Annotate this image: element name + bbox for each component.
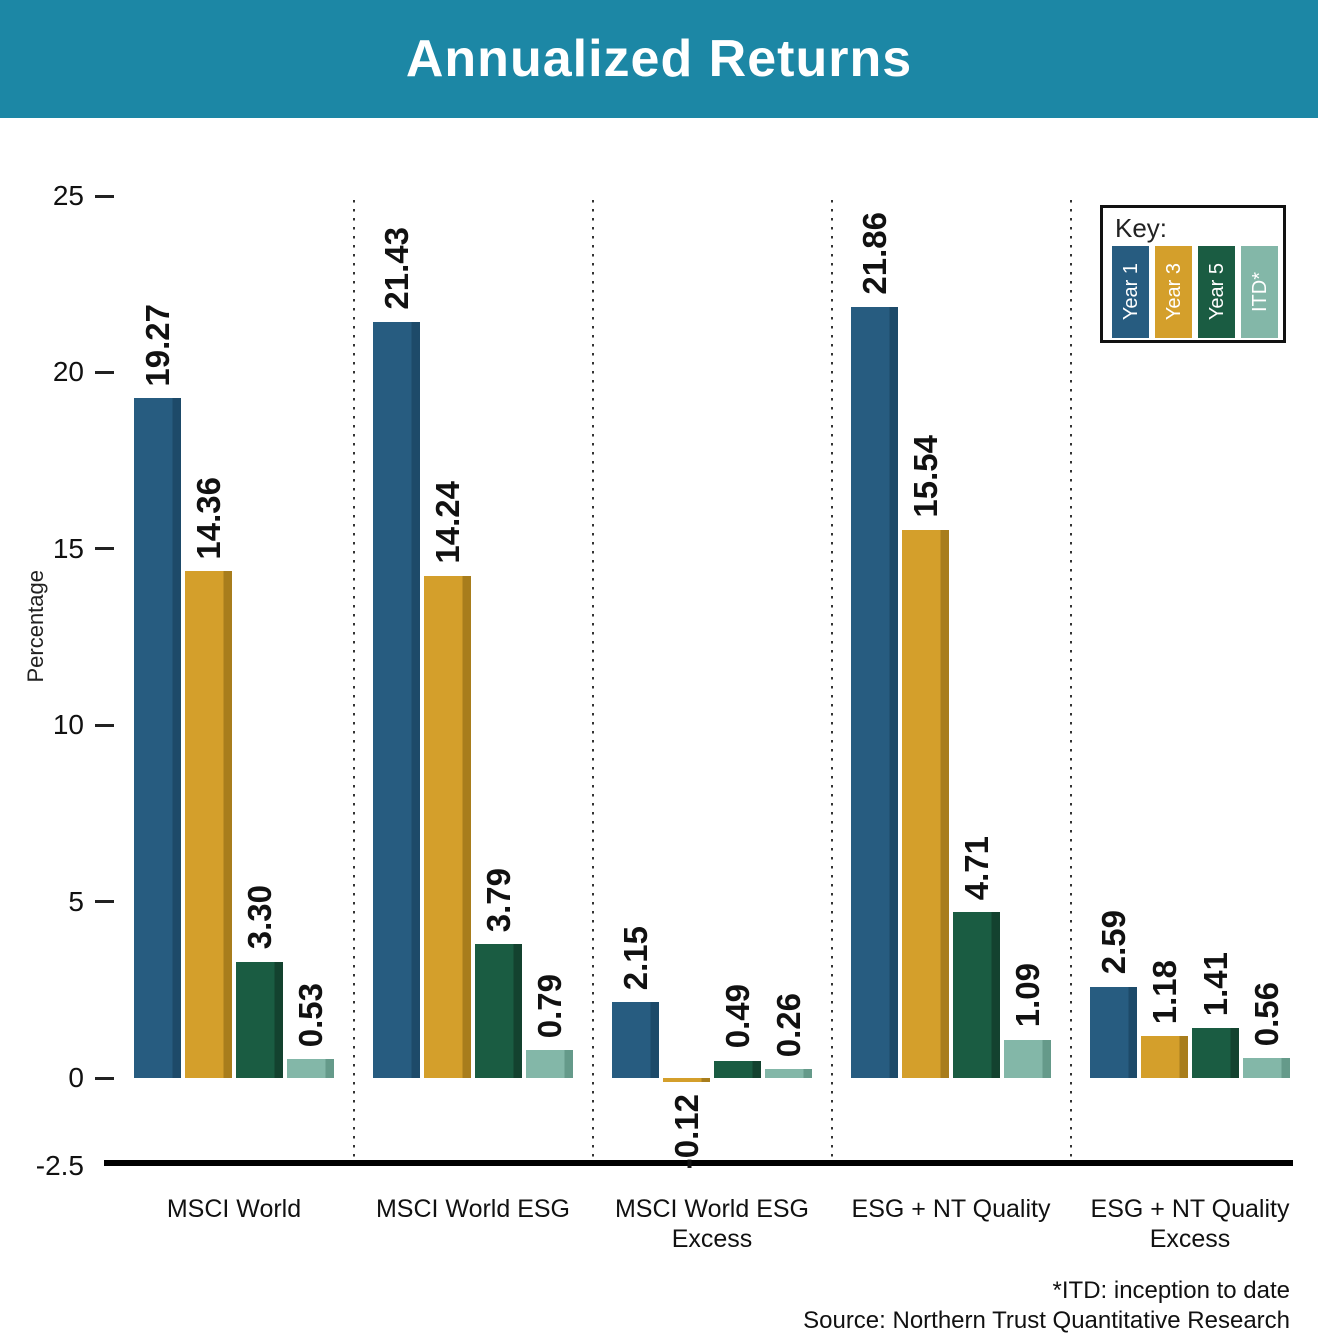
bar-year-3-msci-world-esg	[424, 575, 471, 1078]
bar-value-label: 1.09	[1009, 963, 1046, 1028]
bar-value-label: -0.12	[668, 1094, 705, 1170]
group-separator	[352, 200, 355, 1160]
y-tick-mark	[95, 194, 114, 198]
legend-entry-label: Year 1	[1119, 263, 1142, 321]
legend: Key: Year 1 Year 3 Year 5 ITD*	[1100, 205, 1286, 343]
group-separator	[830, 200, 833, 1160]
y-tick-label: 25	[52, 180, 84, 211]
bar-itd-msci-world-esg	[526, 1050, 573, 1078]
x-category-label: MSCI World ESG Excess	[614, 1195, 810, 1253]
bar-value-label: 0.56	[1248, 982, 1285, 1047]
y-tick-mark	[95, 370, 114, 374]
bar-year-1-msci-world-esg	[373, 321, 420, 1078]
y-axis-title: Percentage	[23, 570, 48, 683]
legend-entry-label: Year 3	[1162, 263, 1185, 321]
bar-value-label: 3.30	[241, 885, 278, 950]
bar-year-1-esg-nt-quality	[851, 306, 898, 1078]
y-tick-mark	[95, 547, 114, 551]
bar-itd-msci-world-esg-excess	[765, 1068, 812, 1078]
bar-itd-msci-world	[287, 1059, 334, 1078]
x-axis-line	[104, 1160, 1293, 1166]
legend-swatch-year-1: Year 1	[1112, 246, 1149, 338]
bar-year-1-esg-nt-quality-excess	[1090, 986, 1137, 1078]
bar-value-label: 14.24	[429, 481, 466, 564]
bar-year-5-esg-nt-quality	[953, 911, 1000, 1078]
y-tick-mark	[95, 723, 114, 727]
bar-year-3-msci-world-esg-excess	[663, 1078, 710, 1083]
group-separator	[591, 200, 594, 1160]
bar-value-label: 14.36	[190, 476, 227, 560]
y-tick-label: 0	[68, 1062, 84, 1093]
legend-title: Key:	[1115, 213, 1168, 243]
legend-swatches: Year 1 Year 3 Year 5 ITD*	[1112, 246, 1278, 338]
bar-value-label: 2.59	[1095, 910, 1132, 975]
y-tick-label: -2.5	[35, 1150, 84, 1182]
bar-value-label: 3.79	[480, 868, 517, 933]
x-category-label: MSCI World ESG	[375, 1195, 571, 1223]
bar-year-3-msci-world	[185, 571, 232, 1078]
bar-year-5-msci-world-esg-excess	[714, 1060, 761, 1078]
footnote-source: Source: Northern Trust Quantitative Rese…	[803, 1307, 1290, 1334]
y-tick-label: 15	[52, 532, 84, 564]
legend-swatch-itd: ITD*	[1241, 246, 1278, 338]
y-tick-label: 5	[68, 885, 84, 917]
bar-value-label: 19.27	[139, 303, 176, 387]
bar-value-label: 21.43	[378, 227, 415, 310]
bar-year-5-esg-nt-quality-excess	[1192, 1028, 1239, 1078]
y-tick-mark	[95, 900, 114, 904]
y-tick-label: 20	[52, 356, 84, 388]
bar-year-1-msci-world	[134, 398, 181, 1078]
footnote-itd: *ITD: inception to date	[1052, 1277, 1290, 1304]
group-separator	[1069, 200, 1072, 1160]
footnotes: *ITD: inception to date Source: Northern…	[803, 1276, 1290, 1336]
y-tick-mark	[95, 1076, 114, 1080]
bar-value-label: 0.79	[531, 973, 568, 1039]
chart-header: Annualized Returns	[0, 0, 1318, 118]
bar-value-label: 0.53	[292, 983, 329, 1048]
legend-entry-label: Year 5	[1205, 263, 1228, 321]
bar-value-label: 15.54	[907, 435, 944, 518]
bar-value-label: 2.15	[617, 925, 654, 991]
bar-itd-esg-nt-quality-excess	[1243, 1058, 1290, 1078]
x-category-label: ESG + NT Quality Excess	[1090, 1195, 1290, 1253]
bar-year-5-msci-world	[236, 961, 283, 1078]
chart-title: Annualized Returns	[405, 30, 913, 88]
bar-itd-esg-nt-quality	[1004, 1039, 1051, 1078]
bar-year-5-msci-world-esg	[475, 944, 522, 1078]
bar-value-label: 1.41	[1197, 952, 1234, 1017]
bar-year-3-esg-nt-quality-excess	[1141, 1036, 1188, 1078]
bar-value-label: 1.18	[1146, 960, 1183, 1025]
bar-value-label: 0.26	[770, 992, 807, 1057]
bar-year-3-esg-nt-quality	[902, 529, 949, 1078]
legend-swatch-year-5: Year 5	[1198, 246, 1235, 338]
bar-value-label: 0.49	[719, 984, 756, 1049]
bar-value-label: 21.86	[856, 212, 893, 295]
y-tick-label: 10	[52, 709, 84, 741]
bar-value-label: 4.71	[958, 835, 995, 900]
legend-entry-label: ITD*	[1248, 272, 1271, 312]
bar-year-1-msci-world-esg-excess	[612, 1002, 659, 1078]
x-category-label: ESG + NT Quality	[851, 1195, 1051, 1223]
legend-swatch-year-3: Year 3	[1155, 246, 1192, 338]
x-category-label: MSCI World	[166, 1195, 302, 1223]
